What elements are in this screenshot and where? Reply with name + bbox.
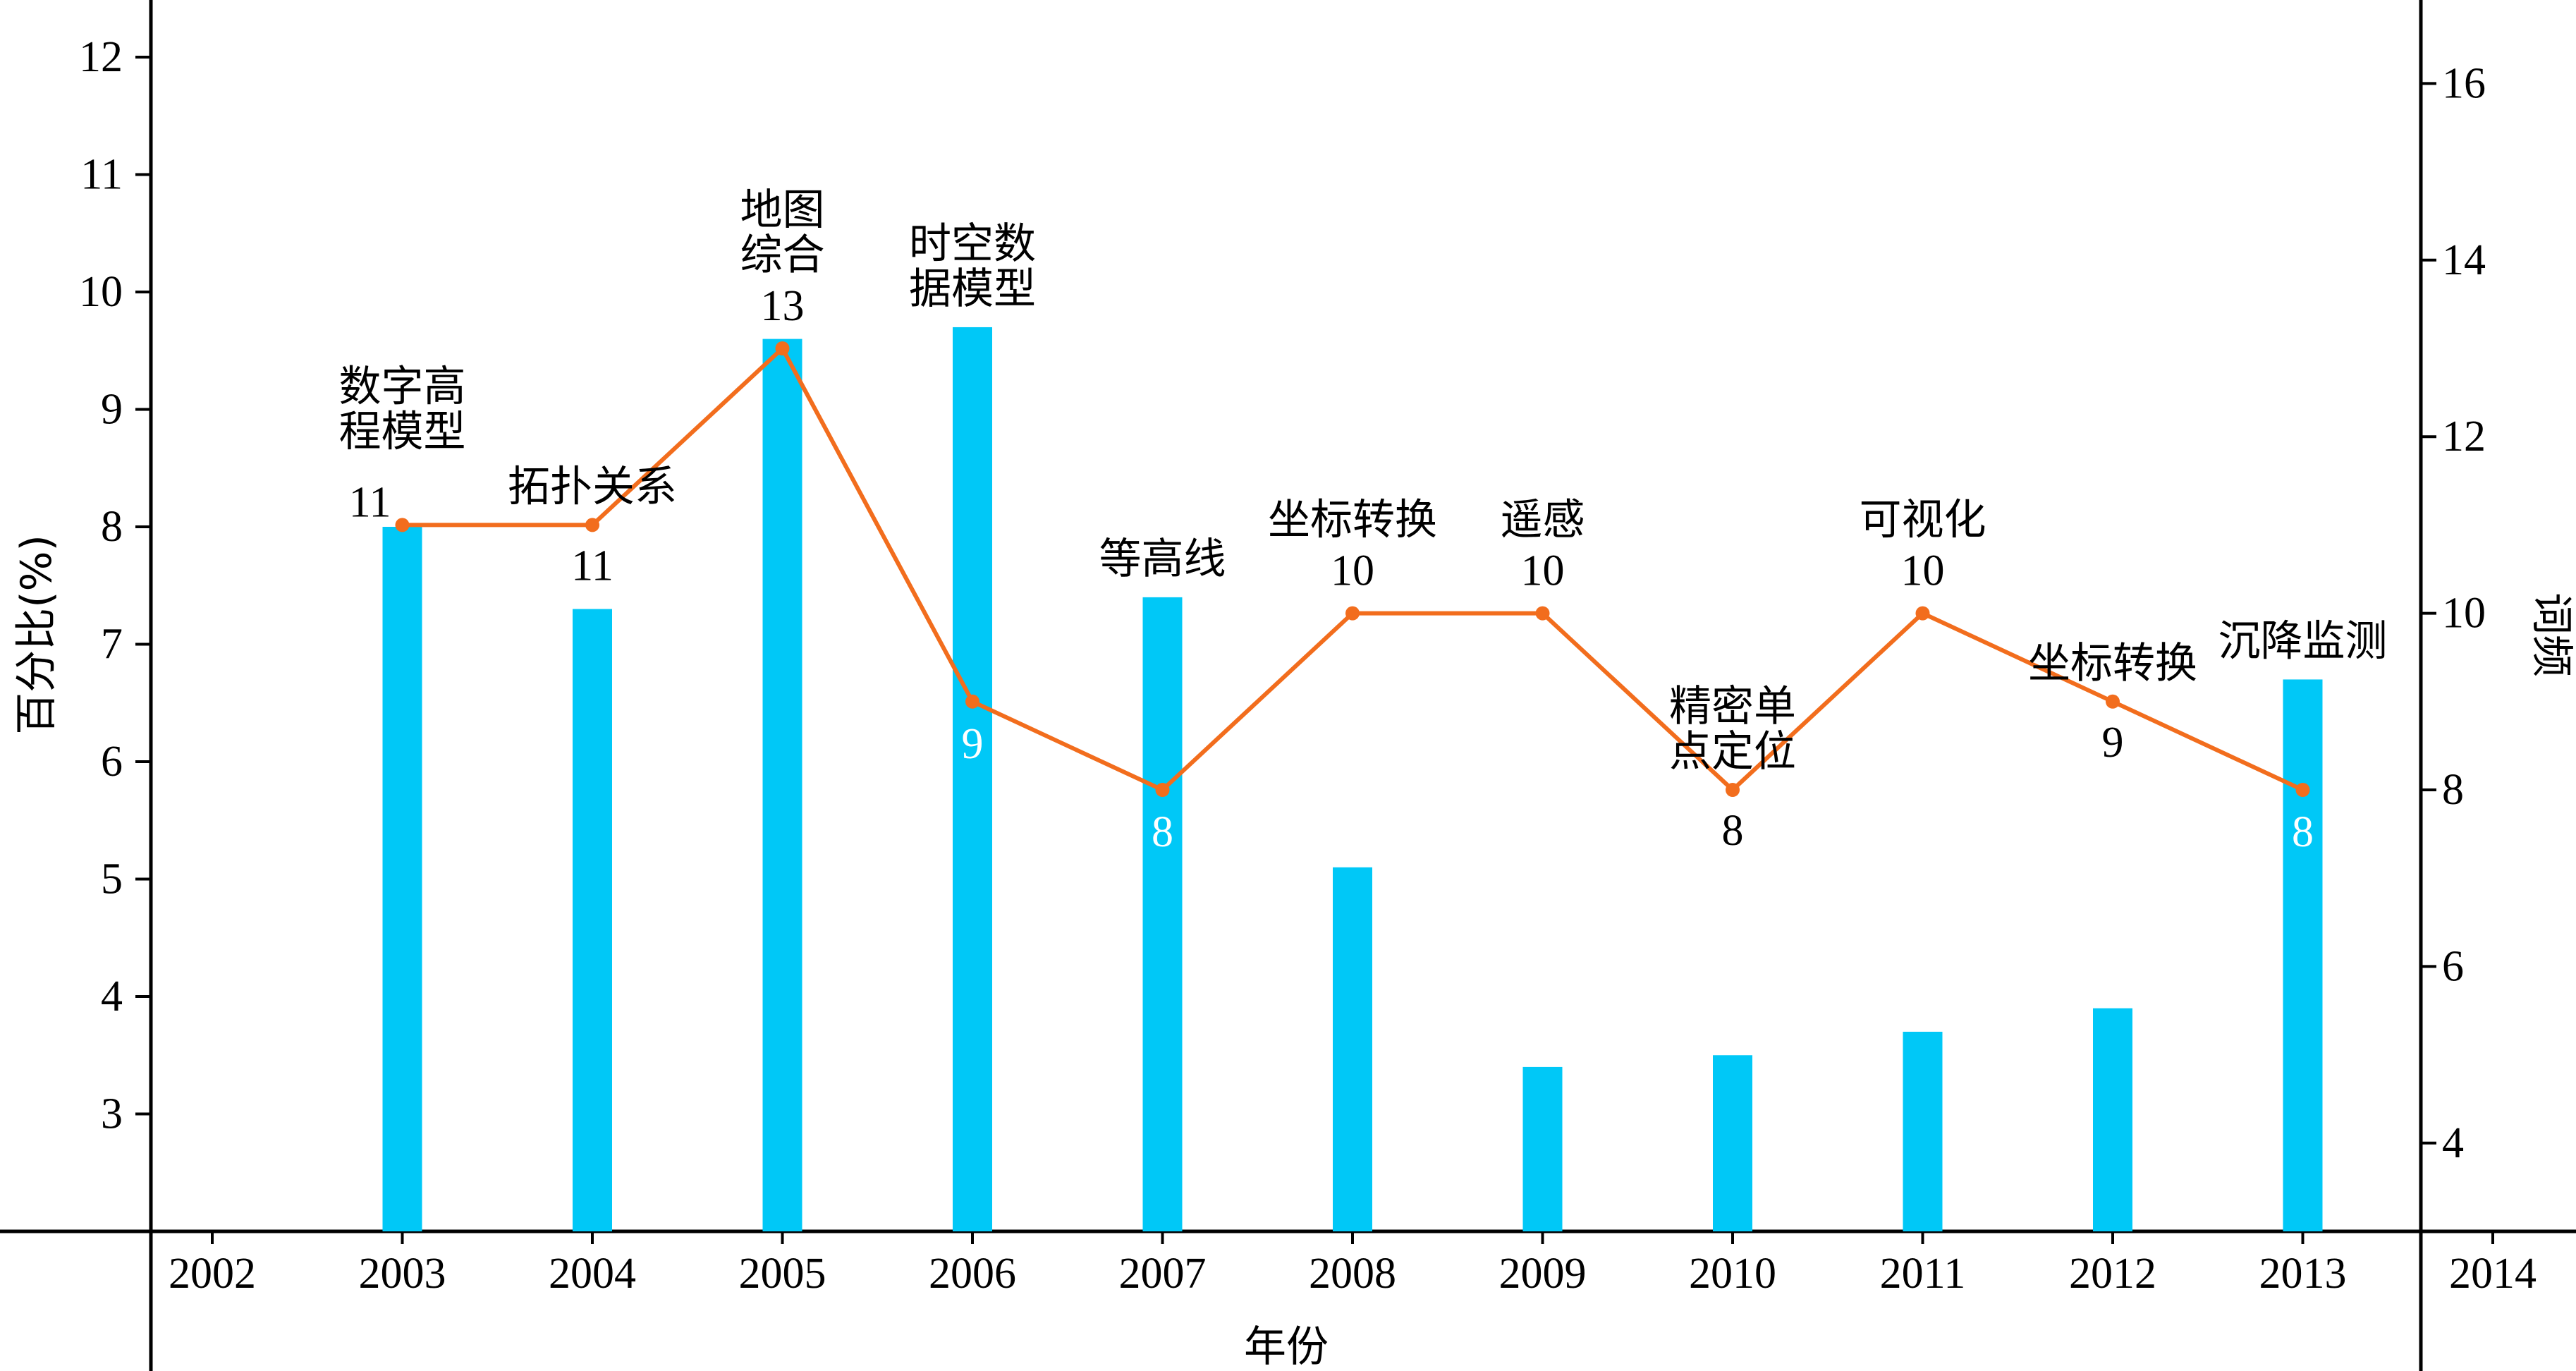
left-y-tick-label-2: 5	[101, 855, 123, 903]
x-tick-label-2: 2004	[549, 1250, 636, 1298]
keyword-label-2012-0: 坐标转换	[2028, 639, 2197, 688]
frequency-point-2007	[1155, 783, 1170, 797]
frequency-label-2004: 11	[571, 542, 614, 590]
keyword-label-2008-0: 坐标转换	[1268, 496, 1437, 545]
x-tick-label-9: 2011	[1880, 1250, 1966, 1298]
frequency-label-2011: 10	[1901, 547, 1945, 595]
bar-2004	[573, 609, 612, 1231]
frequency-label-2012: 9	[2102, 719, 2124, 767]
right-y-ticks: 4 6 8 10 12 14 16	[2421, 59, 2486, 1167]
x-tick-label-0: 2002	[169, 1250, 256, 1298]
keyword-label-2004-0: 拓扑关系	[508, 462, 677, 511]
right-y-tick-label-3: 10	[2442, 590, 2486, 638]
x-tick-label-12: 2014	[2449, 1250, 2537, 1298]
right-y-tick-label-5: 14	[2442, 236, 2486, 284]
left-y-tick-label-0: 3	[101, 1090, 123, 1138]
keyword-label-2007-0: 等高线	[1099, 535, 1226, 584]
left-y-tick-label-8: 11	[80, 151, 123, 199]
x-tick-label-10: 2012	[2069, 1250, 2156, 1298]
frequency-point-2005	[775, 341, 790, 355]
bar-2005	[762, 339, 802, 1232]
left-y-tick-label-4: 7	[101, 621, 123, 669]
keyword-label-2003-1: 程模型	[339, 407, 466, 456]
x-tick-label-11: 2013	[2259, 1250, 2347, 1298]
keyword-label-2005-1: 综合	[740, 231, 825, 280]
frequency-point-2009	[1535, 606, 1550, 621]
keyword-label-2010-0: 精密单	[1669, 682, 1796, 731]
bar-2006	[953, 327, 992, 1232]
line-series	[395, 341, 2310, 797]
left-y-ticks: 3 4 5 6 7 8 9 10 11 12	[79, 33, 151, 1138]
x-tick-label-3: 2005	[739, 1250, 826, 1298]
left-y-tick-label-7: 10	[79, 268, 123, 316]
keyword-label-2010-1: 点定位	[1669, 727, 1796, 776]
x-tick-label-8: 2010	[1689, 1250, 1776, 1298]
frequency-label-2003: 11	[349, 478, 391, 526]
frequency-point-2011	[1915, 606, 1930, 621]
x-tick-label-7: 2009	[1499, 1250, 1587, 1298]
bar-2007	[1142, 597, 1183, 1231]
right-y-axis-title: 词频	[2527, 592, 2576, 677]
x-tick-label-4: 2006	[929, 1250, 1016, 1298]
right-y-tick-label-2: 8	[2442, 766, 2464, 814]
bar-series	[382, 327, 2323, 1232]
right-y-tick-label-1: 6	[2442, 942, 2464, 990]
frequency-label-2005: 13	[761, 282, 805, 330]
left-y-tick-label-1: 4	[101, 973, 123, 1020]
keyword-label-2013-0: 沉降监测	[2218, 616, 2388, 666]
left-y-tick-label-9: 12	[79, 33, 123, 81]
frequency-point-2012	[2106, 694, 2120, 709]
frequency-point-2008	[1345, 606, 1360, 621]
left-y-tick-label-6: 9	[101, 386, 123, 434]
bar-2003	[382, 527, 422, 1231]
x-tick-label-6: 2008	[1309, 1250, 1396, 1298]
right-y-tick-label-6: 16	[2442, 59, 2486, 107]
frequency-point-2010	[1726, 783, 1740, 797]
x-tick-label-1: 2003	[359, 1250, 446, 1298]
keyword-label-2003-0: 数字高	[339, 362, 466, 411]
frequency-point-2013	[2295, 783, 2310, 797]
frequency-label-2007: 8	[1152, 808, 1173, 856]
frequency-label-2010: 8	[1722, 807, 1744, 855]
keyword-label-2005-0: 地图	[740, 185, 825, 235]
frequency-point-2003	[395, 518, 410, 532]
frequency-label-2009: 10	[1521, 547, 1565, 595]
keyword-label-2011-0: 可视化	[1860, 496, 1986, 545]
bar-2011	[1903, 1031, 1943, 1231]
right-y-tick-label-0: 4	[2442, 1119, 2464, 1167]
bar-2008	[1333, 867, 1372, 1231]
left-y-tick-label-3: 6	[101, 738, 123, 786]
bar-2010	[1713, 1055, 1752, 1231]
left-y-axis-title: 百分比(%)	[12, 535, 61, 735]
keyword-label-2006-0: 时空数	[909, 219, 1036, 269]
x-axis-ticks: 2002 2003 2004 2005 2006 2007 2008 2009 2010 2011…	[169, 1231, 2537, 1298]
x-tick-label-5: 2007	[1119, 1250, 1207, 1298]
keyword-label-2006-1: 据模型	[909, 264, 1036, 314]
x-axis-title: 年份	[1244, 1322, 1329, 1371]
bar-2009	[1522, 1066, 1563, 1231]
right-y-tick-label-4: 12	[2442, 413, 2486, 461]
left-y-tick-label-5: 8	[101, 503, 123, 551]
bar-2012	[2093, 1008, 2132, 1231]
bar-2013	[2283, 679, 2323, 1231]
keyword-label-2009-0: 遥感	[1501, 496, 1585, 545]
frequency-point-2006	[965, 694, 979, 709]
frequency-label-2013: 8	[2292, 808, 2314, 856]
frequency-point-2004	[585, 518, 599, 532]
frequency-label-2006: 9	[962, 720, 984, 768]
frequency-label-2008: 10	[1331, 547, 1374, 595]
